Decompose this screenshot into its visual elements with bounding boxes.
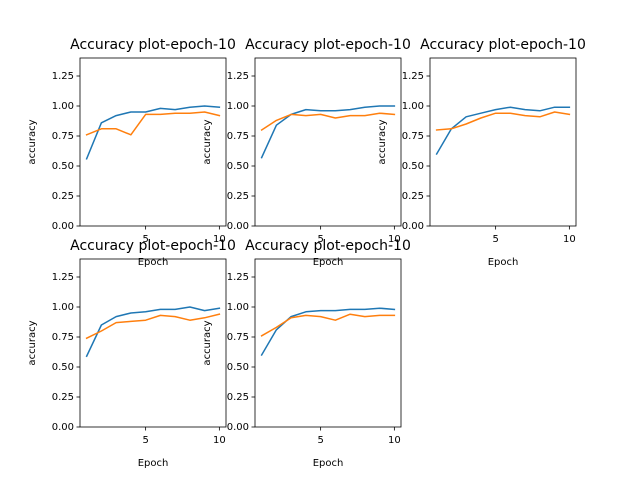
subplot-2-ylabel: accuracy: [202, 119, 213, 164]
subplot-4-ytick-label-4: 0.75: [52, 332, 74, 343]
subplot-4-ytick-label-6: 1.25: [52, 272, 74, 283]
subplot-4-ytick-label-5: 1.00: [52, 302, 74, 313]
subplot-1-ytick-label-3: 0.50: [52, 161, 74, 172]
subplot-1-series-1-line: [85, 105, 221, 160]
subplot-2-ytick-label-6: 1.25: [227, 71, 249, 82]
subplot-3-ytick-label-3: 0.50: [402, 161, 424, 172]
subplot-1-axes-frame: [79, 57, 227, 227]
subplot-1-xlabel: Epoch: [138, 257, 169, 268]
subplot-5-ytick-label-1: 0.00: [227, 422, 249, 433]
subplot-5-ytick-label-6: 1.25: [227, 272, 249, 283]
subplot-3-ytick-label-2: 0.25: [402, 191, 424, 202]
subplot-1-series-2-line: [85, 111, 221, 136]
subplot-2-xtick-label-2: 10: [388, 234, 401, 245]
subplot-2-ytick-label-1: 0.00: [227, 221, 249, 232]
subplot-1-xtick-label-1: 5: [142, 234, 148, 245]
subplot-3-ytick-label-5: 1.00: [402, 101, 424, 112]
subplot-3-ytick-label-6: 1.25: [402, 71, 424, 82]
subplot-3-ytick-label-4: 0.75: [402, 131, 424, 142]
subplot-3-title: Accuracy plot-epoch-10: [420, 37, 586, 53]
subplot-3-xlabel: Epoch: [488, 257, 519, 268]
subplot-4-ytick-label-2: 0.25: [52, 392, 74, 403]
subplot-1-ytick-label-4: 0.75: [52, 131, 74, 142]
subplot-5-axes-frame: [254, 258, 402, 428]
subplot-5-ytick-label-2: 0.25: [227, 392, 249, 403]
subplot-4-ylabel: accuracy: [27, 320, 38, 365]
subplot-4-title: Accuracy plot-epoch-10: [70, 238, 236, 254]
subplot-1-ytick-label-5: 1.00: [52, 101, 74, 112]
subplot-5-xtick-label-1: 5: [317, 435, 323, 446]
subplot-5-xlabel: Epoch: [313, 458, 344, 469]
subplot-5-ylabel: accuracy: [202, 320, 213, 365]
subplot-4-xtick-label-1: 5: [142, 435, 148, 446]
subplot-5-ytick-label-5: 1.00: [227, 302, 249, 313]
subplot-2-ytick-label-5: 1.00: [227, 101, 249, 112]
subplot-2-title: Accuracy plot-epoch-10: [245, 37, 411, 53]
subplot-3-series-1-line: [435, 106, 571, 156]
subplot-4-xtick-label-2: 10: [213, 435, 226, 446]
subplot-5-title: Accuracy plot-epoch-10: [245, 238, 411, 254]
subplot-3-ylabel: accuracy: [377, 119, 388, 164]
subplot-1-ytick-label-2: 0.25: [52, 191, 74, 202]
subplot-3-ytick-label-1: 0.00: [402, 221, 424, 232]
subplot-2-axes-frame: [254, 57, 402, 227]
subplot-4-axes-frame: [79, 258, 227, 428]
subplot-2-series-1-line: [260, 105, 396, 159]
subplot-2: 0.00 0.25 0.50 0.75 1.00 1.25 5 10 Epoch accuracy…: [202, 37, 411, 268]
subplot-5-ytick-label-3: 0.50: [227, 362, 249, 373]
subplot-3: 0.00 0.25 0.50 0.75 1.00 1.25 5 10 Epoch accuracy…: [377, 37, 586, 268]
subplot-5-xtick-label-2: 10: [388, 435, 401, 446]
subplot-1-xtick-label-2: 10: [213, 234, 226, 245]
subplot-4-ytick-label-3: 0.50: [52, 362, 74, 373]
subplot-3-xtick-label-2: 10: [563, 234, 576, 245]
subplot-2-ytick-label-4: 0.75: [227, 131, 249, 142]
subplot-4-xlabel: Epoch: [138, 458, 169, 469]
subplot-4-ytick-label-1: 0.00: [52, 422, 74, 433]
subplot-1-title: Accuracy plot-epoch-10: [70, 37, 236, 53]
subplot-1-ytick-label-1: 0.00: [52, 221, 74, 232]
subplot-3-axes-frame: [429, 57, 577, 227]
subplot-4: 0.00 0.25 0.50 0.75 1.00 1.25 5 10 Epoch accuracy…: [27, 238, 236, 469]
subplot-2-series-2-line: [260, 112, 396, 132]
subplot-4-series-2-line: [85, 313, 221, 340]
subplot-5-ytick-label-4: 0.75: [227, 332, 249, 343]
subplot-5-series-2-line: [260, 313, 396, 337]
subplot-2-xtick-label-1: 5: [317, 234, 323, 245]
subplot-5: 0.00 0.25 0.50 0.75 1.00 1.25 5 10 Epoch accuracy…: [202, 238, 411, 469]
subplot-2-ytick-label-3: 0.50: [227, 161, 249, 172]
subplot-3-xtick-label-1: 5: [492, 234, 498, 245]
subplot-3-series-2-line: [435, 111, 571, 131]
subplot-1: 0.00 0.25 0.50 0.75 1.00 1.25 5 10 Epoch accuracy…: [27, 37, 236, 268]
subplot-2-ytick-label-2: 0.25: [227, 191, 249, 202]
subplot-4-series-1-line: [85, 306, 221, 358]
subplot-1-ytick-label-6: 1.25: [52, 71, 74, 82]
subplot-1-ylabel: accuracy: [27, 119, 38, 164]
subplot-2-xlabel: Epoch: [313, 257, 344, 268]
